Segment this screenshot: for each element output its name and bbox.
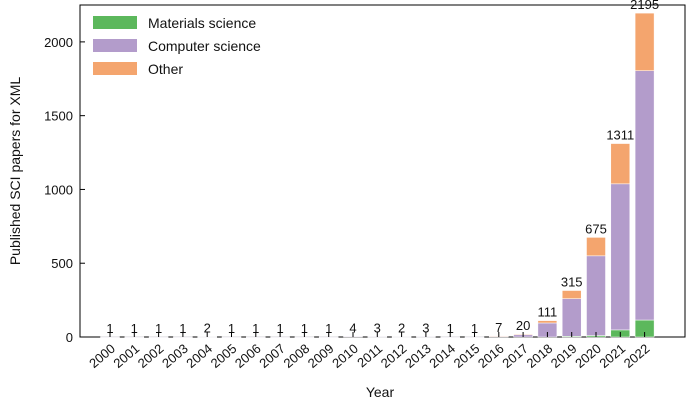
bar-segment-computer-science bbox=[561, 298, 582, 337]
bar-total-label: 315 bbox=[561, 275, 583, 290]
legend-label: Other bbox=[148, 61, 183, 77]
x-axis-title: Year bbox=[366, 384, 395, 400]
legend-label: Computer science bbox=[148, 38, 261, 54]
bar-segment-other bbox=[586, 237, 606, 257]
y-axis: 0 500 1000 1500 2000 bbox=[44, 35, 85, 345]
bar-total-label: 1 bbox=[228, 321, 235, 336]
y-tick-label: 1500 bbox=[44, 109, 73, 124]
bar-total-label: 1 bbox=[471, 321, 478, 336]
y-tick-label: 2000 bbox=[44, 35, 73, 50]
bar-segment-computer-science bbox=[610, 183, 631, 331]
legend-label: Materials science bbox=[148, 15, 256, 31]
x-tick-label: 2011 bbox=[354, 341, 385, 370]
y-tick-label: 500 bbox=[51, 256, 73, 271]
bar-segment-other bbox=[561, 290, 582, 299]
legend-swatch bbox=[93, 62, 137, 75]
bar-total-label: 111 bbox=[538, 305, 558, 320]
bar-total-label: 1 bbox=[325, 321, 332, 336]
bar-segment-other bbox=[634, 12, 655, 71]
bar-total-label: 1 bbox=[179, 321, 186, 336]
bars-group bbox=[100, 12, 655, 338]
legend-swatch bbox=[93, 39, 137, 52]
y-tick-label: 0 bbox=[66, 330, 73, 345]
bar-total-label: 1 bbox=[447, 321, 454, 336]
bar-total-label: 1 bbox=[252, 321, 259, 336]
bar-segment-other bbox=[610, 143, 631, 185]
bar-total-label: 3 bbox=[422, 321, 429, 336]
bar-total-label: 4 bbox=[349, 320, 356, 335]
bar-total-label: 7 bbox=[495, 320, 502, 335]
y-tick-label: 1000 bbox=[44, 182, 73, 197]
bar-total-label: 2195 bbox=[630, 0, 659, 12]
x-axis: 2000200120022003200420052006200720082009… bbox=[86, 332, 653, 371]
bar-segment-computer-science bbox=[634, 70, 655, 321]
x-tick-label: 2022 bbox=[621, 341, 653, 371]
bar-total-label: 675 bbox=[585, 221, 607, 236]
bar-total-label: 3 bbox=[374, 321, 381, 336]
bar-total-label: 1 bbox=[155, 321, 162, 336]
bar-total-label: 1 bbox=[276, 321, 283, 336]
bar-total-label: 2 bbox=[204, 321, 211, 336]
bar-total-label: 2 bbox=[398, 321, 405, 336]
bar-total-label: 1 bbox=[131, 321, 138, 336]
bar-segment-other bbox=[537, 320, 558, 324]
legend: Materials science Computer science Other bbox=[93, 15, 261, 77]
bar-total-label: 1 bbox=[106, 321, 113, 336]
legend-swatch bbox=[93, 16, 137, 29]
bar-total-label: 20 bbox=[516, 318, 530, 333]
bar-total-label: 1 bbox=[301, 321, 308, 336]
y-axis-title: Published SCI papers for XML bbox=[7, 77, 23, 266]
bar-segment-computer-science bbox=[586, 255, 606, 336]
bar-total-label: 1311 bbox=[606, 128, 634, 143]
